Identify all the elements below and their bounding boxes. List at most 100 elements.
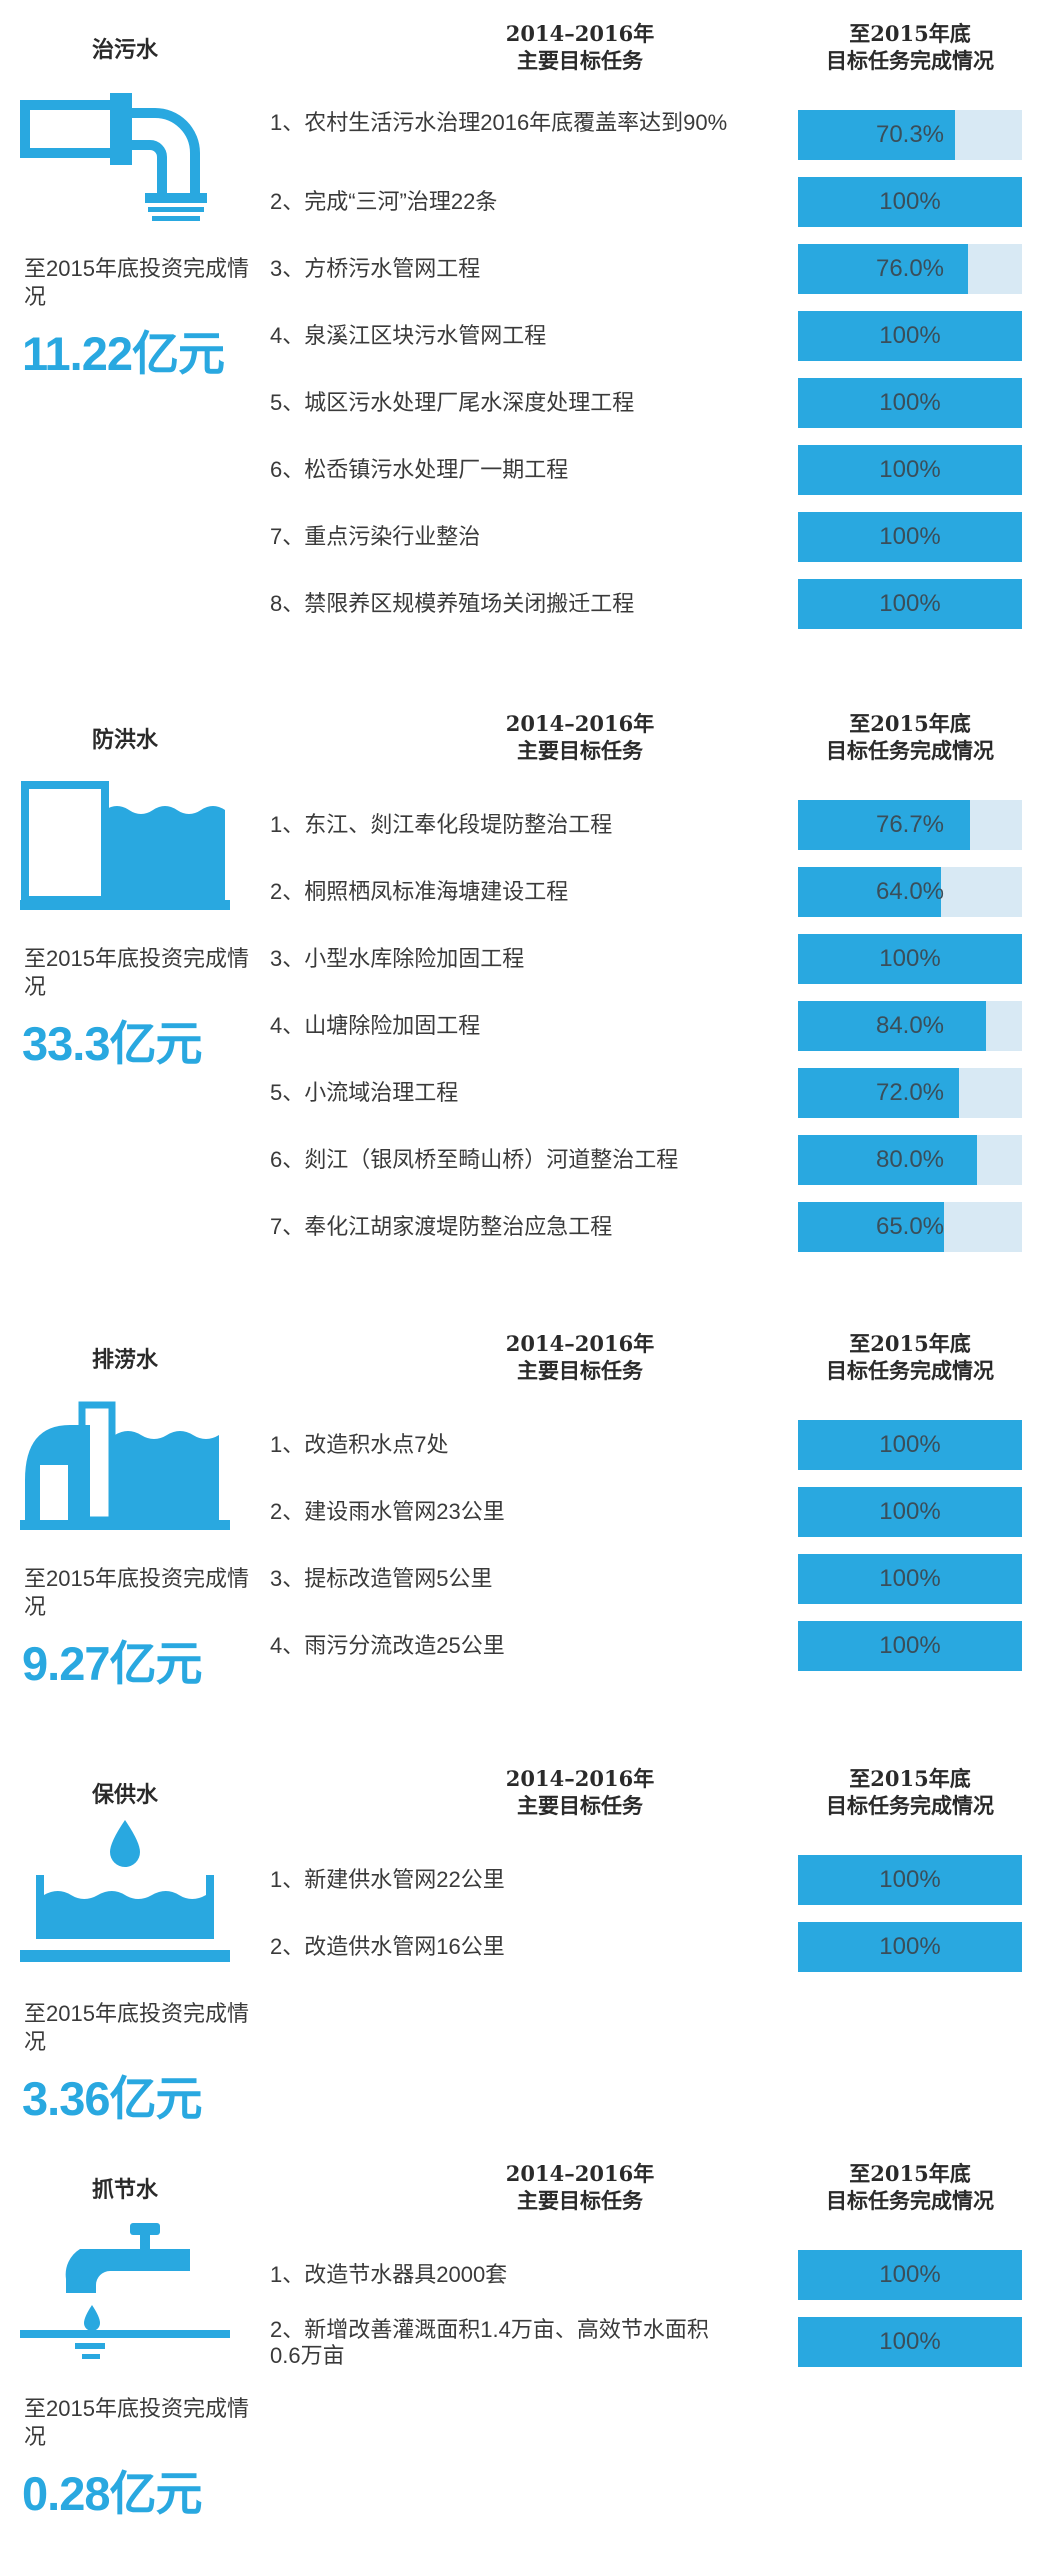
progress-bar: 100% bbox=[798, 311, 1022, 361]
task-label: 6、剡江（银凤桥至畸山桥）河道整治工程 bbox=[270, 1147, 679, 1172]
progress-bar: 100% bbox=[798, 1621, 1022, 1671]
task-label: 3、提标改造管网5公里 bbox=[270, 1566, 493, 1591]
progress-bar: 64.0% bbox=[798, 867, 1022, 917]
progress-bar: 72.0% bbox=[798, 1068, 1022, 1118]
flood-wall-icon bbox=[20, 765, 230, 915]
progress-bar-fill bbox=[798, 1855, 1022, 1905]
tasks-header: 2014–2016年 主要目标任务 bbox=[390, 2160, 770, 2214]
drainage-pump-icon bbox=[20, 1385, 230, 1535]
task-label: 2、新增改善灌溉面积1.4万亩、高效节水面积0.6万亩 bbox=[270, 2317, 709, 2368]
status-header: 至2015年底 目标任务完成情况 bbox=[790, 710, 1030, 764]
progress-bar-fill bbox=[798, 934, 1022, 984]
task-label: 2、桐照栖凤标准海塘建设工程 bbox=[270, 879, 569, 904]
task-label: 5、小流域治理工程 bbox=[270, 1080, 459, 1105]
tasks-header-period: 2014–2016年 bbox=[505, 1331, 655, 1356]
tasks-header: 2014–2016年 主要目标任务 bbox=[390, 1330, 770, 1384]
progress-bar-fill bbox=[798, 244, 968, 294]
section-1: 防洪水 至2015年底投资完成情况 33.3亿元 2014–2016年 主要目标任务 至2… bbox=[0, 690, 1045, 1252]
progress-value-label: 76.7% bbox=[875, 811, 945, 838]
progress-bar: 100% bbox=[798, 1922, 1022, 1972]
progress-bar: 100% bbox=[798, 512, 1022, 562]
progress-bar-fill bbox=[798, 378, 1022, 428]
progress-bar-fill bbox=[798, 2250, 1022, 2300]
task-label: 1、新建供水管网22公里 bbox=[270, 1867, 505, 1892]
progress-value-label: 100% bbox=[879, 1498, 941, 1525]
progress-bar: 100% bbox=[798, 1554, 1022, 1604]
status-header: 至2015年底 目标任务完成情况 bbox=[790, 2160, 1030, 2214]
tasks-header-title: 主要目标任务 bbox=[517, 1793, 643, 1818]
progress-value-label: 100% bbox=[879, 2261, 941, 2288]
status-header-title: 目标任务完成情况 bbox=[826, 48, 994, 73]
progress-bar: 65.0% bbox=[798, 1202, 1022, 1252]
task-label: 4、泉溪江区块污水管网工程 bbox=[270, 323, 547, 348]
progress-value-label: 100% bbox=[879, 1431, 941, 1458]
task-label: 3、方桥污水管网工程 bbox=[270, 256, 481, 281]
progress-bar: 100% bbox=[798, 445, 1022, 495]
task-label: 1、改造积水点7处 bbox=[270, 1432, 449, 1457]
section-3: 保供水 至2015年底投资完成情况 3.36亿元 2014–2016年 主要目标任务 至2… bbox=[0, 1745, 1045, 2165]
investment-label: 至2015年底投资完成情况 bbox=[24, 2001, 249, 2054]
tasks-header-period: 2014–2016年 bbox=[505, 711, 655, 736]
progress-bar: 100% bbox=[798, 2250, 1022, 2300]
section-2: 排涝水 至2015年底投资完成情况 9.27亿元 2014–2016年 主要目标任务 至2… bbox=[0, 1310, 1045, 1730]
sewage-pipe-icon bbox=[20, 75, 230, 225]
tasks-header-title: 主要目标任务 bbox=[517, 48, 643, 73]
progress-value-label: 100% bbox=[879, 1866, 941, 1893]
status-header-date: 至2015年底 bbox=[849, 711, 971, 736]
progress-bar-fill bbox=[798, 110, 955, 160]
task-label: 3、小型水库除险加固工程 bbox=[270, 946, 525, 971]
investment-value: 3.36亿元 bbox=[22, 2072, 202, 2125]
progress-bar-fill bbox=[798, 2317, 1022, 2367]
progress-bar-fill bbox=[798, 1068, 959, 1118]
section-title: 抓节水 bbox=[91, 2177, 158, 2203]
status-header: 至2015年底 目标任务完成情况 bbox=[790, 1330, 1030, 1384]
section-4: 抓节水 至2015年底投资完成情况 0.28亿元 2014–2016年 主要目标任务 至2… bbox=[0, 2140, 1045, 2560]
tasks-header-title: 主要目标任务 bbox=[517, 738, 643, 763]
progress-bar-fill bbox=[798, 1554, 1022, 1604]
progress-bar: 76.0% bbox=[798, 244, 1022, 294]
progress-bar: 100% bbox=[798, 177, 1022, 227]
progress-bar-fill bbox=[798, 800, 970, 850]
tasks-header-title: 主要目标任务 bbox=[517, 1358, 643, 1383]
section-title: 保供水 bbox=[91, 1782, 158, 1808]
progress-bar: 80.0% bbox=[798, 1135, 1022, 1185]
task-label: 1、东江、剡江奉化段堤防整治工程 bbox=[270, 812, 613, 837]
progress-value-label: 100% bbox=[879, 1565, 941, 1592]
tasks-header-period: 2014–2016年 bbox=[505, 2161, 655, 2186]
progress-bar-fill bbox=[798, 1621, 1022, 1671]
status-header-date: 至2015年底 bbox=[849, 1766, 971, 1791]
progress-value-label: 100% bbox=[879, 1632, 941, 1659]
progress-bar-fill bbox=[798, 1487, 1022, 1537]
status-header-date: 至2015年底 bbox=[849, 21, 971, 46]
status-header-title: 目标任务完成情况 bbox=[826, 1358, 994, 1383]
faucet-icon bbox=[20, 2215, 230, 2365]
progress-bar: 70.3% bbox=[798, 110, 1022, 160]
progress-bar: 100% bbox=[798, 1420, 1022, 1470]
task-label: 8、禁限养区规模养殖场关闭搬迁工程 bbox=[270, 591, 635, 616]
progress-bar: 100% bbox=[798, 2317, 1022, 2367]
progress-bar-fill bbox=[798, 1135, 977, 1185]
progress-value-label: 100% bbox=[879, 389, 941, 416]
progress-bar-fill bbox=[798, 1001, 986, 1051]
status-header: 至2015年底 目标任务完成情况 bbox=[790, 1765, 1030, 1819]
progress-bar-fill bbox=[798, 512, 1022, 562]
investment-value: 11.22亿元 bbox=[22, 327, 225, 380]
tasks-header-period: 2014–2016年 bbox=[505, 1766, 655, 1791]
investment-value: 0.28亿元 bbox=[22, 2467, 202, 2520]
progress-value-label: 100% bbox=[879, 322, 941, 349]
tasks-header-title: 主要目标任务 bbox=[517, 2188, 643, 2213]
task-label: 7、奉化江胡家渡堤防整治应急工程 bbox=[270, 1214, 613, 1239]
progress-bar: 100% bbox=[798, 934, 1022, 984]
status-header-title: 目标任务完成情况 bbox=[826, 1793, 994, 1818]
section-0: 治污水 至2015年底投资完成情况 11.22亿元 2014–2016年 主要目标任务至… bbox=[0, 0, 1045, 629]
progress-value-label: 65.0% bbox=[875, 1213, 945, 1240]
progress-value-label: 100% bbox=[879, 2328, 941, 2355]
progress-bar-fill bbox=[798, 1420, 1022, 1470]
progress-bar-fill bbox=[798, 311, 1022, 361]
task-label: 4、山塘除险加固工程 bbox=[270, 1013, 481, 1038]
progress-bar-fill bbox=[798, 445, 1022, 495]
tasks-header: 2014–2016年 主要目标任务 bbox=[390, 1765, 770, 1819]
status-header: 至2015年底 目标任务完成情况 bbox=[790, 20, 1030, 74]
section-title: 防洪水 bbox=[91, 727, 158, 753]
section-title: 治污水 bbox=[91, 37, 158, 63]
